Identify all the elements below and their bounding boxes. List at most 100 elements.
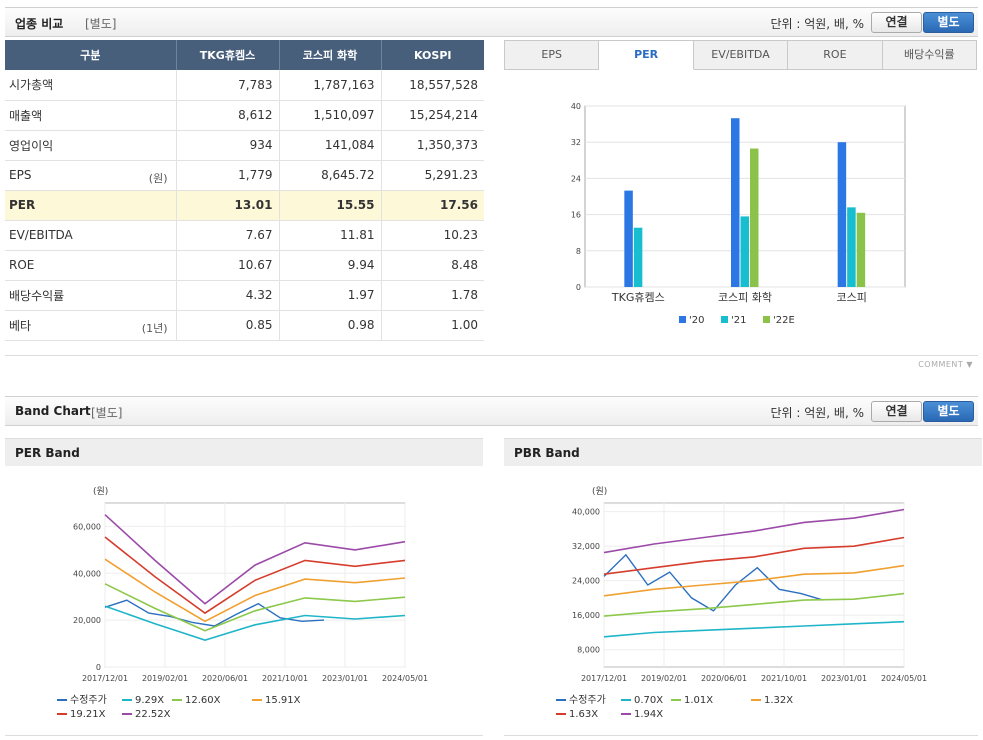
- pbr-band-title: PBR Band: [514, 446, 580, 460]
- row-label: 영업이익: [5, 130, 176, 161]
- x-tick-label: 2019/02/01: [641, 674, 687, 683]
- band-line: [104, 605, 406, 641]
- table-row: EV/EBITDA 7.67 11.81 10.23: [5, 220, 484, 251]
- bar: [624, 190, 633, 287]
- legend-label: 1.94X: [634, 709, 663, 720]
- tab-dividend-yield[interactable]: 배당수익률: [882, 40, 978, 70]
- band-line: [603, 564, 905, 597]
- row-label-text: EV/EBITDA: [9, 228, 73, 242]
- band-unit: 단위 : 억원, 배, %: [770, 406, 864, 420]
- x-tick-label: 2024/05/01: [382, 674, 428, 683]
- row-label-text: 배당수익률: [9, 288, 65, 303]
- y-tick-label: 32,000: [572, 542, 600, 551]
- tab-eps[interactable]: EPS: [504, 40, 600, 70]
- legend-label: '21: [731, 315, 746, 326]
- row-label-text: 영업이익: [9, 138, 54, 153]
- y-tick-label: 16: [571, 211, 581, 220]
- x-tick-label: 2024/05/01: [881, 674, 927, 683]
- y-tick-label: 32: [571, 138, 581, 147]
- x-tick-label: 2021/10/01: [761, 674, 807, 683]
- legend-label: 19.21X: [70, 709, 106, 720]
- bar: [837, 142, 847, 287]
- band-separate-button[interactable]: 별도: [923, 401, 974, 422]
- tab-per[interactable]: PER: [599, 40, 694, 70]
- table-row: 베타 (1년) 0.85 0.98 1.00: [5, 310, 484, 341]
- bar: [847, 207, 856, 287]
- tab-roe[interactable]: ROE: [788, 40, 883, 70]
- y-tick-label: 24: [571, 174, 581, 183]
- table-row: PER 13.01 15.55 17.56: [5, 190, 484, 221]
- table-row: 영업이익 934 141,084 1,350,373: [5, 130, 484, 161]
- row-label: 배당수익률: [5, 280, 176, 311]
- per-band-title: PER Band: [15, 446, 80, 460]
- row-value: 1.78: [380, 280, 484, 311]
- y-tick-label: 16,000: [572, 611, 600, 620]
- x-tick-label: TKG휴켐스: [611, 291, 665, 304]
- compare-title: 업종 비교: [15, 17, 64, 31]
- per-band-chart: (원) 0 20,000 40,000 60,000 2017/12/01 2019/02/…: [57, 486, 428, 720]
- table-row: ROE 10.67 9.94 8.48: [5, 250, 484, 281]
- row-value: 8,612: [175, 100, 279, 131]
- legend-label: 0.70X: [634, 695, 663, 706]
- legend-label: 수정주가: [569, 694, 606, 706]
- band-line: [603, 620, 905, 638]
- tab-ev-ebitda[interactable]: EV/EBITDA: [693, 40, 789, 70]
- row-value: 15.55: [278, 190, 381, 221]
- band-tag: [별도]: [91, 406, 123, 420]
- band-line: [104, 536, 406, 615]
- bar: [740, 216, 749, 287]
- legend-label: '20: [689, 315, 704, 326]
- pbr-band-chart: (원) 8,000 16,000 24,000 32,000 40,000 2017/12/…: [556, 486, 927, 720]
- row-value: 18,557,528: [380, 70, 484, 101]
- row-value: 8,645.72: [278, 160, 381, 191]
- comment-toggle[interactable]: COMMENT ▼: [918, 360, 973, 369]
- y-tick-label: 40: [571, 102, 581, 111]
- table-header-category: 구분: [5, 40, 176, 70]
- row-value: 7,783: [175, 70, 279, 101]
- row-value: 15,254,214: [380, 100, 484, 131]
- compare-header: 업종 비교 [별도] 단위 : 억원, 배, % 연결 별도: [5, 7, 978, 37]
- band-line: [603, 508, 905, 554]
- row-value: 10.67: [175, 250, 279, 281]
- row-value: 7.67: [175, 220, 279, 251]
- band-line: [104, 583, 406, 632]
- band-line: [603, 536, 905, 575]
- section-divider: [5, 355, 978, 356]
- separate-button[interactable]: 별도: [923, 12, 974, 33]
- y-tick-label: 24,000: [572, 577, 600, 586]
- pbr-band-header: PBR Band: [504, 438, 982, 466]
- x-tick-label: 2017/12/01: [581, 674, 627, 683]
- table-header-company: TKG휴켐스: [175, 40, 279, 70]
- x-tick-label: 코스피 화학: [718, 291, 772, 304]
- row-label: ROE: [5, 250, 176, 281]
- x-tick-label: 2023/01/01: [821, 674, 867, 683]
- row-label: 시가총액: [5, 70, 176, 101]
- y-tick-label: 20,000: [73, 616, 101, 625]
- y-tick-label: 0: [96, 663, 101, 672]
- row-value: 17.56: [380, 190, 484, 221]
- x-tick-label: 2017/12/01: [82, 674, 128, 683]
- per-band-bottom-line: [5, 735, 483, 736]
- y-tick-label: 8,000: [577, 646, 600, 655]
- row-value: 1,510,097: [278, 100, 381, 131]
- pbr-band-bottom-line: [504, 735, 978, 736]
- band-header: Band Chart [별도] 단위 : 억원, 배, % 연결 별도: [5, 396, 978, 426]
- plot-area: [104, 502, 406, 668]
- bar: [750, 148, 759, 287]
- band-line: [603, 592, 905, 617]
- x-tick-label: 코스피: [836, 291, 866, 304]
- band-consolidated-button[interactable]: 연결: [871, 401, 922, 422]
- row-label-text: 시가총액: [9, 78, 54, 93]
- bar: [633, 227, 643, 287]
- legend-swatch: [721, 316, 728, 323]
- y-tick-label: 0: [576, 283, 581, 292]
- row-value: 9.94: [278, 250, 381, 281]
- legend-label: 1.01X: [684, 695, 713, 706]
- consolidated-button[interactable]: 연결: [871, 12, 922, 33]
- row-unit: (1년): [141, 321, 168, 335]
- metric-tabs: EPS PER EV/EBITDA ROE 배당수익률: [504, 40, 978, 70]
- row-label-text: EPS: [9, 168, 32, 182]
- legend-label: 12.60X: [185, 695, 221, 706]
- band-line: [104, 514, 406, 605]
- row-value: 1,787,163: [278, 70, 381, 101]
